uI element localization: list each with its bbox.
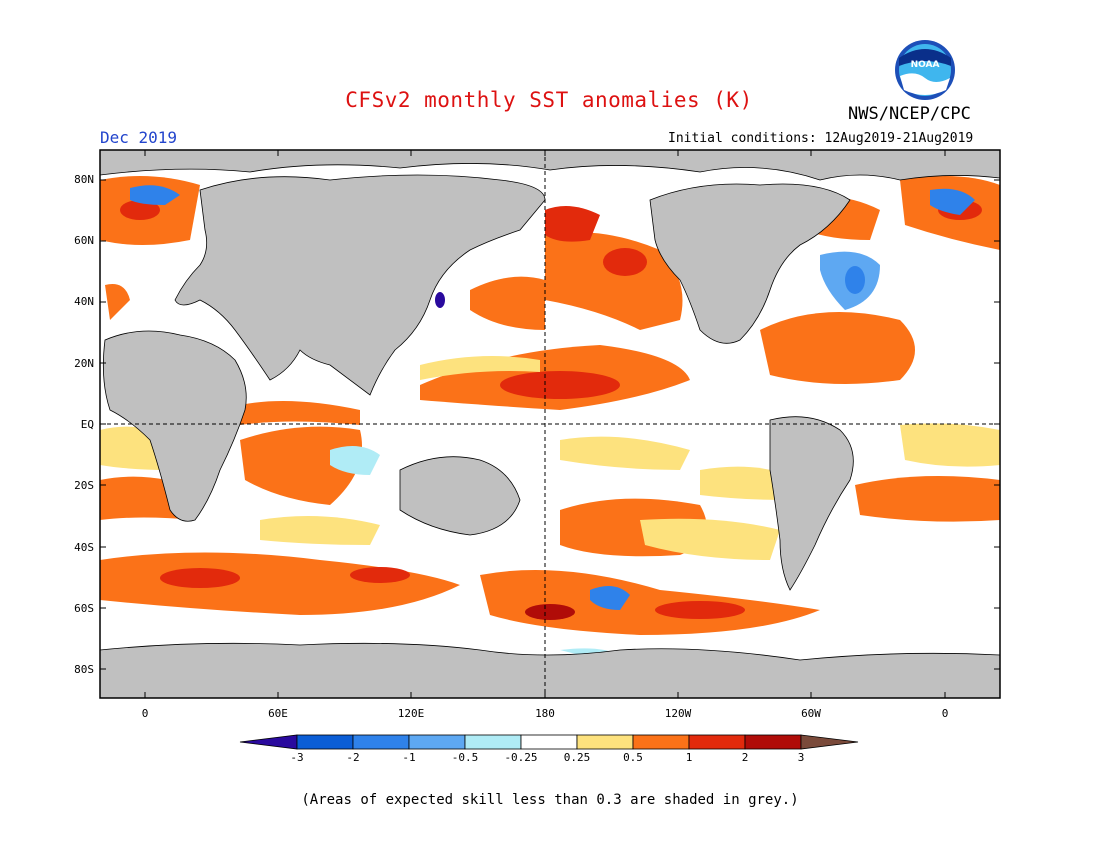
- colorbar-label: 1: [685, 751, 693, 764]
- axis-ticks: [100, 150, 1000, 698]
- colorbar-low-extend: [239, 734, 298, 750]
- lat-label-20s: 20S: [74, 479, 94, 492]
- colorbar-segment: [464, 734, 522, 750]
- colorbar-label: 0.5: [623, 751, 643, 764]
- colorbar-high-extend: [800, 734, 859, 750]
- lon-label-180: 180: [535, 707, 555, 720]
- colorbar-label: 0.25: [563, 751, 591, 764]
- colorbar: [239, 734, 859, 750]
- colorbar-label: -2: [346, 751, 360, 764]
- lon-label-120e: 120E: [397, 707, 425, 720]
- lat-label-40s: 40S: [74, 541, 94, 554]
- colorbar-segment: [296, 734, 354, 750]
- colorbar-segment: [352, 734, 410, 750]
- lon-label-60w: 60W: [801, 707, 821, 720]
- colorbar-label: -3: [290, 751, 304, 764]
- skill-footnote: (Areas of expected skill less than 0.3 a…: [301, 792, 799, 808]
- valid-month-label: Dec 2019: [100, 128, 178, 147]
- land-masses: [100, 150, 1000, 698]
- colorbar-segment: [520, 734, 578, 750]
- colorbar-segment: [408, 734, 466, 750]
- pale-warm-patches: [100, 423, 1000, 560]
- colorbar-label: 3: [797, 751, 805, 764]
- colorbar-segment: [576, 734, 634, 750]
- colorbar-label: -1: [402, 751, 416, 764]
- lat-label-80s: 80S: [74, 663, 94, 676]
- lat-label-60s: 60S: [74, 602, 94, 615]
- lon-label-120w: 120W: [664, 707, 692, 720]
- colorbar-segment: [688, 734, 746, 750]
- map-title: CFSv2 monthly SST anomalies (K): [345, 88, 753, 112]
- colorbar-label: -0.25: [504, 751, 538, 764]
- lon-label-0-west: 0: [141, 707, 149, 720]
- colorbar-label: 2: [741, 751, 749, 764]
- map-field: [100, 150, 1000, 698]
- lat-label-40n: 40N: [74, 295, 94, 308]
- lat-label-20n: 20N: [74, 357, 94, 370]
- initial-conditions-label: Initial conditions: 12Aug2019-21Aug2019: [668, 131, 974, 146]
- colorbar-segment: [632, 734, 690, 750]
- lat-label-eq: EQ: [80, 418, 94, 431]
- colorbar-segment: [744, 734, 802, 750]
- lon-label-60e: 60E: [268, 707, 288, 720]
- colorbar-label: -0.5: [451, 751, 479, 764]
- lon-label-0-east: 0: [941, 707, 949, 720]
- organization-label: NWS/NCEP/CPC: [848, 104, 971, 124]
- lat-label-60n: 60N: [74, 234, 94, 247]
- lat-label-80n: 80N: [74, 173, 94, 186]
